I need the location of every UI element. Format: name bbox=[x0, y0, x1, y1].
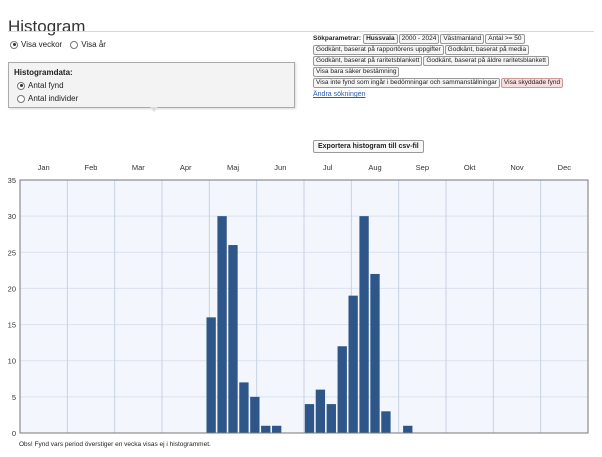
histogram-bar bbox=[315, 389, 326, 433]
month-label: Aug bbox=[368, 163, 381, 172]
page-title: Histogram bbox=[8, 17, 86, 37]
histogram-bar bbox=[261, 425, 271, 433]
histogram-bar bbox=[326, 404, 336, 433]
month-label: Jun bbox=[274, 163, 286, 172]
radio-checked-icon[interactable] bbox=[10, 40, 18, 49]
radio-checked-icon[interactable] bbox=[17, 81, 25, 90]
search-param-tag: Godkänt, baserat på media bbox=[444, 45, 530, 55]
radio-visa-ar[interactable]: Visa år bbox=[70, 40, 106, 49]
histogram-bar bbox=[359, 216, 369, 433]
search-param-tag: Visa bara säker bestämning bbox=[313, 67, 400, 77]
radio-antal-individer[interactable]: Antal individer bbox=[17, 94, 78, 103]
y-tick-label: 30 bbox=[8, 212, 16, 221]
y-tick-label: 35 bbox=[8, 176, 16, 185]
histogram-chart: 0 5 10 15 20 25 30 35 Jan Feb Mar Apr Maj Jun Jul Aug Se… bbox=[0, 158, 602, 440]
plot-border bbox=[19, 179, 589, 434]
chart-svg: 0 5 10 15 20 25 30 35 Jan Feb Mar Apr Maj Jun Jul Aug Se… bbox=[8, 163, 589, 438]
search-param-tag: Hussvala bbox=[363, 34, 398, 44]
histogram-data-panel: Histogramdata: Antal fynd Antal individe… bbox=[8, 62, 295, 108]
histogram-bar bbox=[304, 404, 315, 433]
histogram-bar bbox=[337, 346, 347, 433]
month-label: Feb bbox=[85, 163, 98, 172]
y-tick-label: 10 bbox=[8, 357, 16, 366]
search-param-tag: Godkänt, baserat på äldre raritetsblanke… bbox=[423, 56, 549, 66]
export-csv-button[interactable]: Exportera histogram till csv-fil bbox=[313, 140, 424, 153]
histogram-bar bbox=[348, 295, 358, 433]
search-parameters: Sökparametrar: Hussvala 2000 - 2024 Västman… bbox=[313, 34, 573, 100]
radio-visa-veckor[interactable]: Visa veckor bbox=[10, 40, 62, 49]
search-param-tag: Västmanland bbox=[440, 34, 485, 44]
month-label: Apr bbox=[180, 163, 192, 172]
histogram-bar bbox=[403, 425, 413, 433]
y-tick-label: 15 bbox=[8, 321, 16, 330]
param-tags: Hussvala 2000 - 2024 Västmanland Antal >= 5… bbox=[313, 34, 564, 88]
y-tick-label: 0 bbox=[12, 429, 16, 438]
histogram-bar bbox=[370, 273, 380, 433]
histogram-bar bbox=[272, 425, 282, 433]
month-label: Dec bbox=[558, 163, 572, 172]
panel-heading: Histogramdata: bbox=[14, 68, 73, 77]
histogram-bar bbox=[239, 382, 249, 433]
search-param-tag: Antal >= 50 bbox=[485, 34, 525, 44]
search-param-tag: Visa inte fynd som ingår i bedömningar o… bbox=[313, 78, 500, 88]
search-param-tag: Godkänt, baserat på raritetsblankett bbox=[313, 56, 423, 66]
month-label: Maj bbox=[227, 163, 239, 172]
y-tick-label: 20 bbox=[8, 284, 16, 293]
histogram-bar bbox=[217, 216, 227, 433]
search-param-tag: Visa skyddade fynd bbox=[500, 78, 564, 88]
histogram-bar bbox=[381, 411, 391, 433]
panel-pointer-icon bbox=[150, 107, 158, 112]
radio-label: Visa år bbox=[81, 40, 106, 49]
radio-label: Antal fynd bbox=[28, 81, 64, 90]
month-label: Mar bbox=[132, 163, 145, 172]
params-label: Sökparametrar: bbox=[313, 35, 362, 42]
histogram-bar bbox=[250, 396, 260, 433]
footnote: Obs! Fynd vars period överstiger en veck… bbox=[19, 441, 211, 448]
month-label: Okt bbox=[464, 163, 477, 172]
month-label: Jul bbox=[323, 163, 333, 172]
y-tick-label: 25 bbox=[8, 248, 16, 257]
title-divider bbox=[8, 31, 594, 32]
radio-unchecked-icon[interactable] bbox=[70, 40, 79, 49]
view-toggle: Visa veckor Visa år bbox=[10, 40, 114, 49]
change-search-link[interactable]: Ändra sökningen bbox=[313, 91, 366, 98]
y-tick-label: 5 bbox=[12, 393, 16, 402]
radio-label: Visa veckor bbox=[21, 40, 63, 49]
radio-unchecked-icon[interactable] bbox=[17, 94, 25, 103]
histogram-bar bbox=[228, 245, 238, 433]
histogram-bar bbox=[206, 317, 216, 433]
radio-label: Antal individer bbox=[28, 94, 79, 103]
month-label: Jan bbox=[38, 163, 50, 172]
search-param-tag: Godkänt, baserat på rapportörens uppgift… bbox=[313, 45, 444, 55]
search-param-tag: 2000 - 2024 bbox=[398, 34, 440, 44]
radio-antal-fynd[interactable]: Antal fynd bbox=[17, 81, 64, 90]
month-label: Sep bbox=[416, 163, 429, 172]
month-label: Nov bbox=[510, 163, 524, 172]
